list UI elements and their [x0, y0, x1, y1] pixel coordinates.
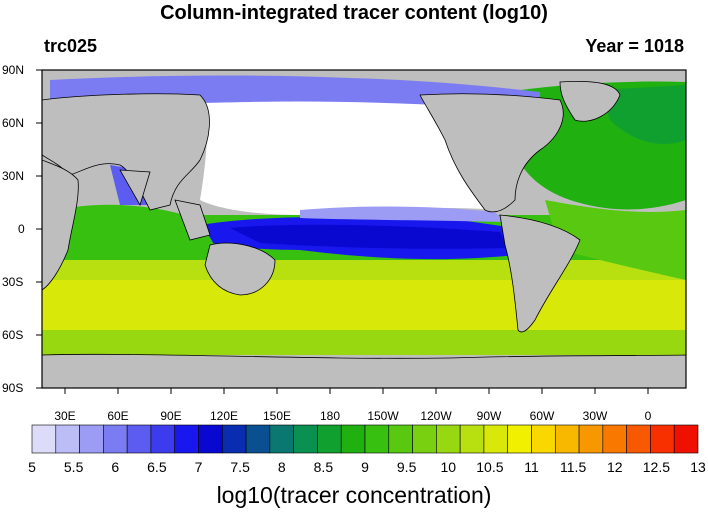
- colorbar-box: [603, 425, 627, 453]
- antarctica: [42, 354, 686, 388]
- colorbar-tick-label: 5: [28, 459, 36, 475]
- colorbar-box: [389, 425, 413, 453]
- colorbar-tick-label: 5.5: [64, 459, 83, 475]
- colorbar-box: [222, 425, 246, 453]
- colorbar-box: [294, 425, 318, 453]
- colorbar-box: [460, 425, 484, 453]
- colorbar-box: [555, 425, 579, 453]
- colorbar-box: [627, 425, 651, 453]
- colorbar-box: [674, 425, 698, 453]
- colorbar-box: [151, 425, 175, 453]
- colorbar-tick-label: 12.5: [643, 459, 670, 475]
- southern-ocean-core: [42, 280, 686, 330]
- colorbar-tick-label: 9: [361, 459, 369, 475]
- colorbar-tick-label: 13: [690, 459, 706, 475]
- colorbar-tick-label: 8: [278, 459, 286, 475]
- colorbar-box: [413, 425, 437, 453]
- colorbar-box: [365, 425, 389, 453]
- colorbar-box: [56, 425, 80, 453]
- colorbar-tick-label: 11.5: [560, 459, 586, 475]
- lon-label: 180: [320, 409, 340, 423]
- lat-label: 0: [18, 222, 54, 236]
- colorbar-tick-label: 8.5: [314, 459, 333, 475]
- lon-label: 60W: [530, 409, 555, 423]
- colorbar-box: [508, 425, 532, 453]
- lat-label: 60N: [2, 116, 38, 130]
- lon-label: 30W: [583, 409, 608, 423]
- lat-label: 90S: [2, 381, 38, 395]
- map-field: [42, 70, 686, 388]
- colorbar-box: [650, 425, 674, 453]
- colorbar-box: [317, 425, 341, 453]
- colorbar-tick-label: 6.5: [147, 459, 166, 475]
- lon-label: 150W: [367, 409, 398, 423]
- lon-label: 60E: [107, 409, 128, 423]
- colorbar-tick-label: 11: [524, 459, 539, 475]
- colorbar-box: [484, 425, 508, 453]
- colorbar-box: [175, 425, 199, 453]
- lon-label: 150E: [263, 409, 291, 423]
- subantarctic-band: [42, 330, 686, 355]
- lon-label: 30E: [54, 409, 75, 423]
- colorbar-tick-label: 7.5: [230, 459, 249, 475]
- lon-label: 0: [645, 409, 652, 423]
- lon-label: 90E: [160, 409, 181, 423]
- colorbar-box: [532, 425, 556, 453]
- colorbar-box: [246, 425, 270, 453]
- lon-ticks: [65, 388, 648, 394]
- colorbar-box: [270, 425, 294, 453]
- colorbar-box: [341, 425, 365, 453]
- colorbar-tick-label: 10.5: [476, 459, 503, 475]
- colorbar: [32, 425, 698, 453]
- lat-label: 90N: [2, 63, 38, 77]
- colorbar-tick-label: 7: [195, 459, 203, 475]
- lat-label: 30N: [2, 169, 38, 183]
- colorbar-box: [579, 425, 603, 453]
- colorbar-box: [80, 425, 104, 453]
- colorbar-tick-label: 6: [111, 459, 119, 475]
- colorbar-box: [32, 425, 56, 453]
- colorbar-tick-label: 10: [440, 459, 456, 475]
- lat-label: 30S: [2, 275, 38, 289]
- lat-label: 60S: [2, 328, 38, 342]
- colorbar-tick-label: 12: [607, 459, 623, 475]
- colorbar-tick-label: 9.5: [397, 459, 416, 475]
- colorbar-title: log10(tracer concentration): [0, 482, 708, 509]
- colorbar-box: [199, 425, 223, 453]
- colorbar-box: [436, 425, 460, 453]
- colorbar-box: [103, 425, 127, 453]
- lon-label: 120W: [420, 409, 451, 423]
- colorbar-box: [127, 425, 151, 453]
- lon-label: 90W: [477, 409, 502, 423]
- lon-label: 120E: [210, 409, 238, 423]
